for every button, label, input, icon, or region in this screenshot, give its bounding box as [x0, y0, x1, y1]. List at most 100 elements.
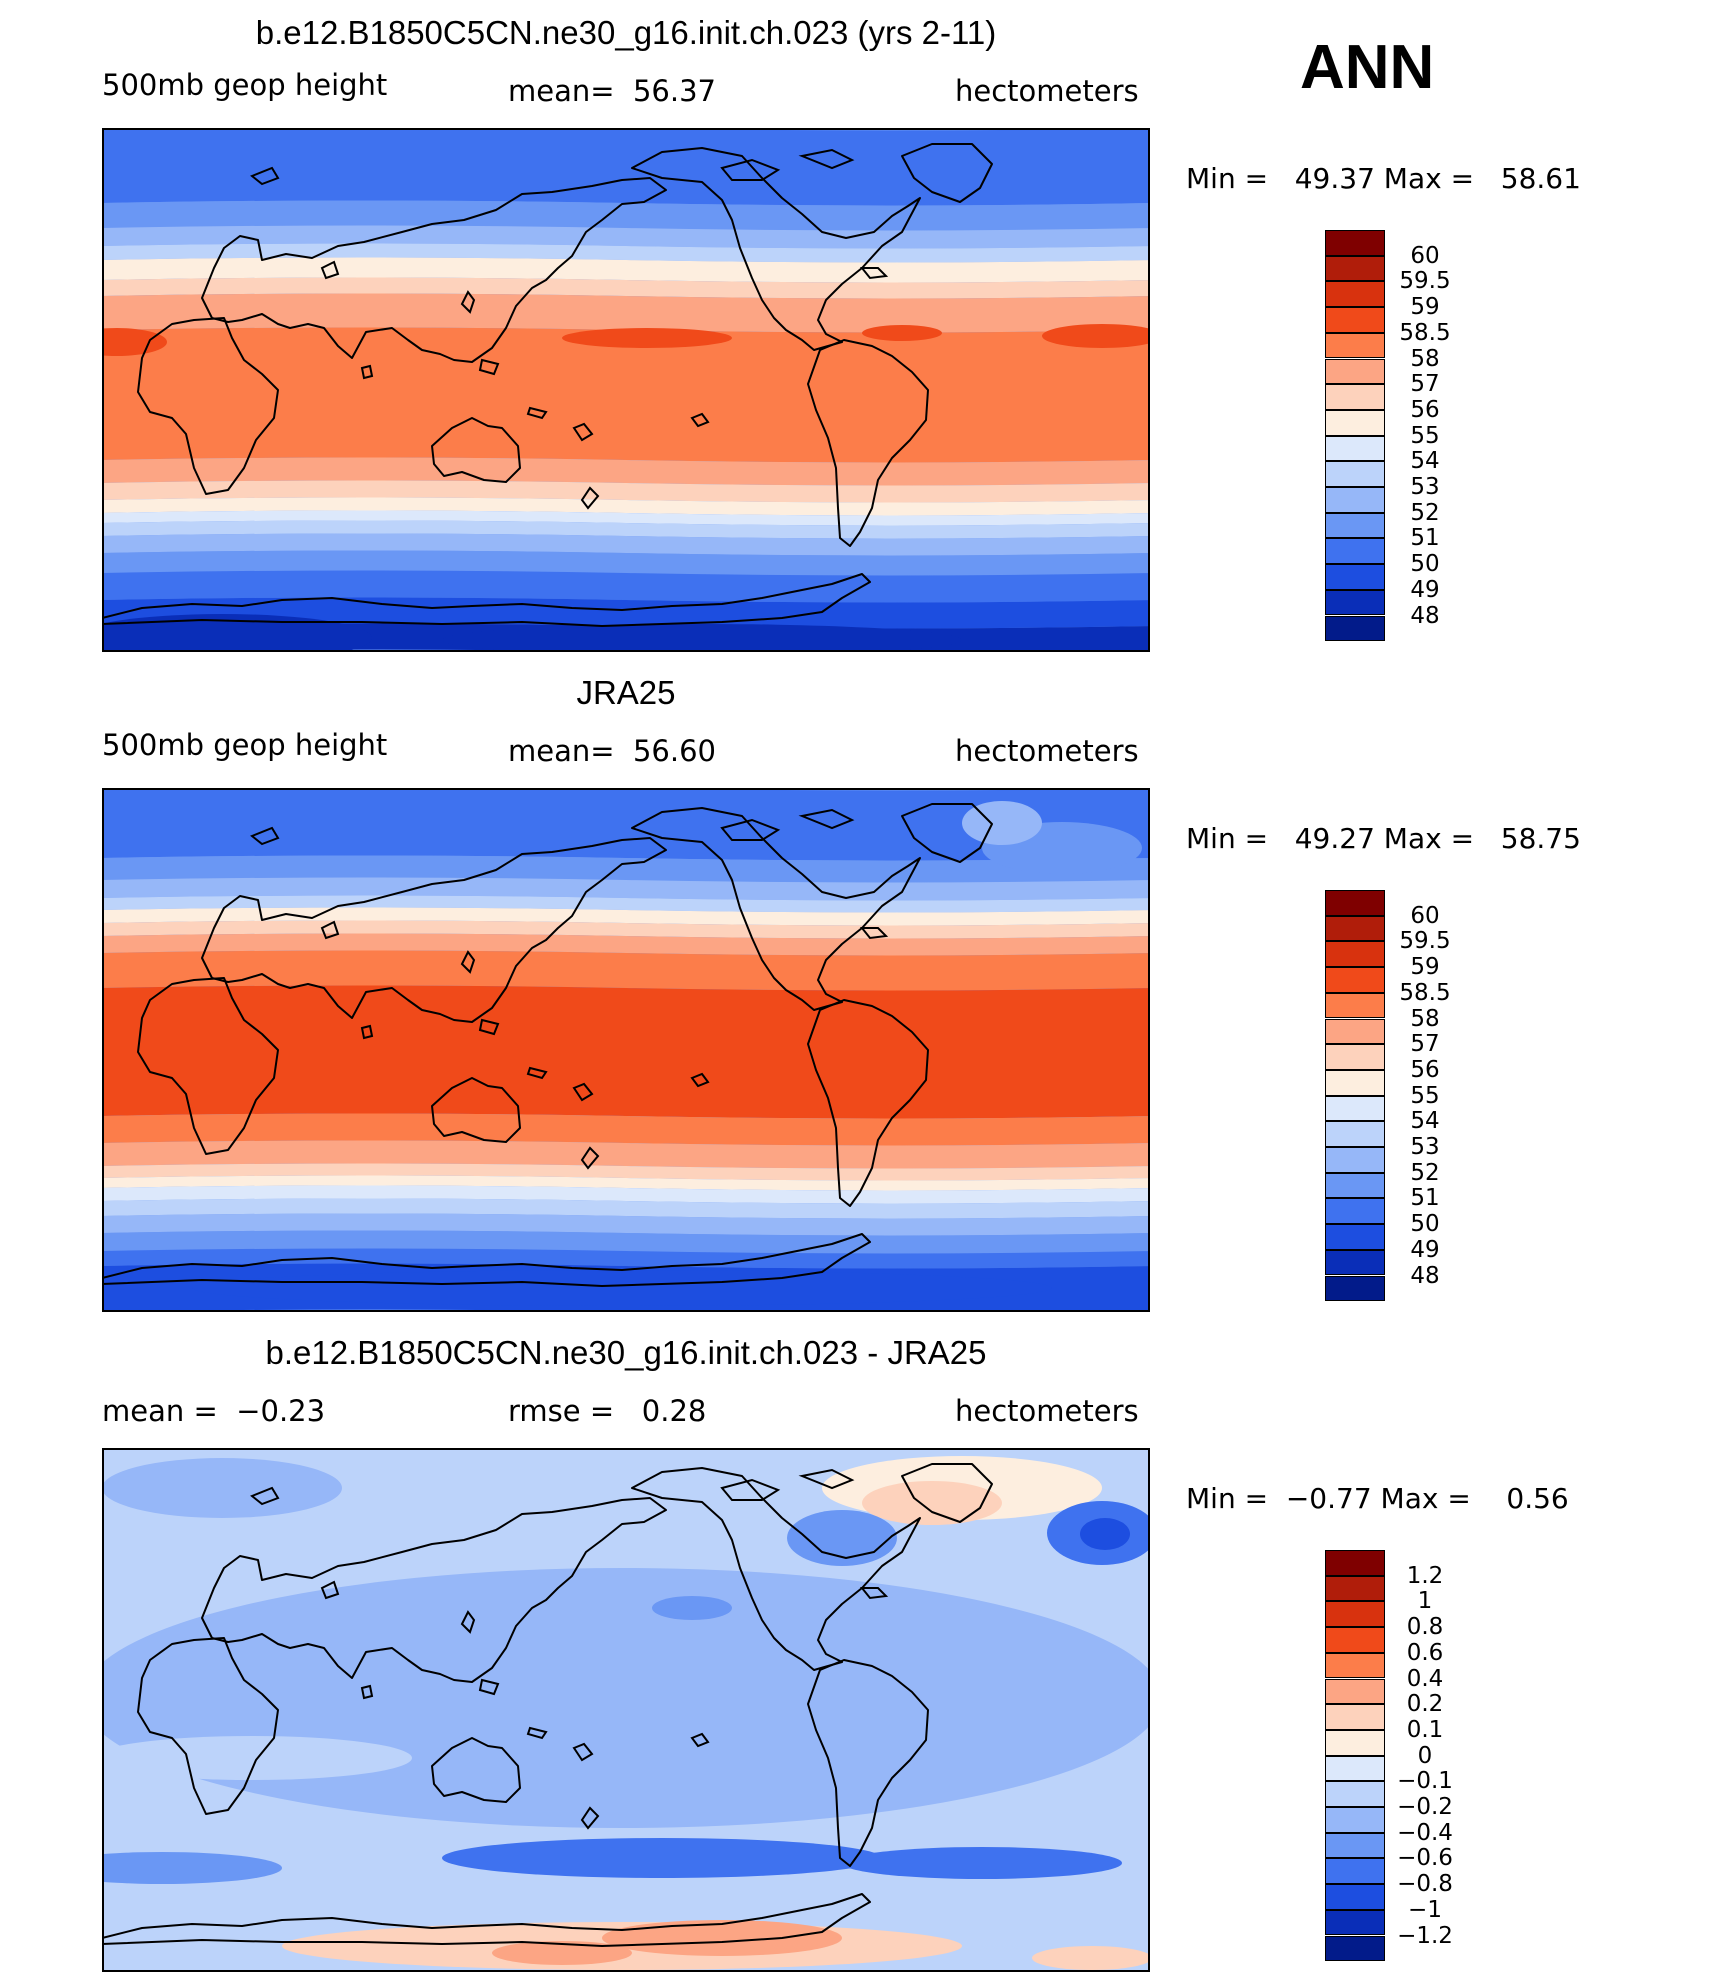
contour-region	[192, 1270, 1052, 1306]
colorbar-swatch	[1325, 1121, 1385, 1147]
island-outline	[360, 1684, 374, 1700]
island-outline	[580, 1806, 600, 1830]
contour-band	[102, 520, 1150, 539]
season-label: ANN	[1300, 33, 1435, 102]
colorbar-label: −0.6	[1397, 1845, 1453, 1872]
colorbar-swatch	[1325, 1935, 1385, 1962]
colorbar-swatch	[1325, 1601, 1385, 1628]
contour-band	[102, 920, 1150, 939]
contour-region	[862, 1481, 1002, 1525]
coastline	[102, 1893, 871, 1947]
map-frame	[102, 788, 1150, 1312]
contour-region	[842, 1847, 1122, 1879]
colorbar-label: 52	[1410, 1159, 1440, 1186]
contour-band	[102, 1230, 1150, 1254]
island-outline	[859, 1587, 889, 1600]
island-outline	[526, 1726, 548, 1740]
contour-band	[102, 550, 1150, 576]
contour-region	[1080, 1518, 1130, 1550]
contour-band	[102, 480, 1150, 503]
panel-title: b.e12.B1850C5CN.ne30_g16.init.ch.023 (yr…	[255, 14, 997, 51]
contour-band	[102, 877, 1150, 901]
colorbar-label: 49	[1410, 1236, 1440, 1263]
colorbar-swatch	[1325, 1575, 1385, 1602]
island-outline	[320, 260, 340, 280]
colorbar-swatch	[1325, 589, 1385, 616]
island-outline	[572, 1082, 594, 1102]
colorbar-swatch	[1325, 890, 1385, 916]
mean-label: mean = −0.23	[102, 1394, 326, 1428]
colorbar-label: 0	[1417, 1742, 1433, 1769]
island-outline	[690, 1732, 710, 1748]
colorbar-swatch	[1325, 307, 1385, 333]
colorbar-label: 55	[1410, 422, 1440, 449]
contour-band	[102, 293, 1150, 333]
colorbar-label: 57	[1410, 371, 1440, 398]
colorbar-swatch	[1325, 1018, 1385, 1045]
contour-region	[102, 614, 372, 652]
colorbar-label: 59.5	[1399, 268, 1451, 295]
panel-difference: b.e12.B1850C5CN.ne30_g16.init.ch.023 - J…	[0, 1320, 1710, 1980]
contour-band	[102, 277, 1150, 299]
colorbar-label: 0.4	[1406, 1665, 1444, 1692]
colorbar-label: 59.5	[1399, 928, 1451, 955]
colorbar-label: −1.2	[1397, 1922, 1453, 1949]
colorbar-swatch	[1325, 512, 1385, 539]
colorbar-swatch	[1325, 230, 1385, 256]
contour-region	[1032, 1946, 1150, 1970]
coastline	[901, 1463, 993, 1523]
colorbar-label: 58.5	[1399, 979, 1451, 1006]
island-outline	[250, 826, 280, 846]
colorbar-swatch	[1325, 1729, 1385, 1756]
colorbar-label: 1.2	[1406, 1562, 1444, 1589]
island-outline	[360, 1024, 374, 1040]
colorbar-label: −1	[1408, 1896, 1442, 1923]
island-outline	[460, 1610, 476, 1634]
contour-region	[102, 1458, 342, 1518]
island-outline	[572, 1742, 594, 1762]
colorbar-swatch	[1325, 281, 1385, 308]
units-label: hectometers	[955, 734, 1139, 768]
contour-band	[102, 327, 1150, 463]
contour-region	[652, 1596, 732, 1620]
coastline	[137, 317, 279, 495]
coastline	[102, 1233, 871, 1287]
colorbar-swatch	[1325, 461, 1385, 487]
island-outline	[250, 166, 280, 186]
contour-band	[102, 1213, 1150, 1236]
colorbar-swatch	[1325, 1172, 1385, 1199]
colorbar-label: 53	[1410, 474, 1440, 500]
colorbar-label: 56	[1410, 1056, 1440, 1083]
map-frame	[102, 1448, 1150, 1972]
map-plot	[102, 788, 1150, 1312]
colorbar-swatch	[1325, 1832, 1385, 1859]
units-label: hectometers	[955, 74, 1139, 108]
colorbar-swatch	[1325, 967, 1385, 993]
colorbar-swatch	[1325, 255, 1385, 282]
variable-label: 500mb geop height	[102, 68, 388, 102]
contour-region	[102, 1568, 1150, 1828]
contour-region	[102, 1852, 282, 1884]
colorbar-swatch	[1325, 358, 1385, 385]
contour-band	[102, 1175, 1150, 1191]
coastline	[807, 339, 929, 547]
colorbar-swatch	[1325, 538, 1385, 565]
panel-model: b.e12.B1850C5CN.ne30_g16.init.ch.023 (yr…	[0, 0, 1710, 660]
colorbar-swatch	[1325, 1858, 1385, 1885]
contour-band	[102, 855, 1150, 883]
colorbar-swatch	[1325, 1781, 1385, 1807]
island-outline	[720, 1478, 781, 1501]
contour-band	[102, 570, 1150, 603]
colorbar-label: 50	[1410, 1211, 1440, 1238]
colorbar-label: −0.4	[1397, 1819, 1453, 1846]
contour-band	[102, 895, 1150, 913]
colorbar-swatch	[1325, 564, 1385, 590]
variable-label: 500mb geop height	[102, 728, 388, 762]
colorbar-swatch	[1325, 1044, 1385, 1070]
colorbar-swatch	[1325, 1678, 1385, 1705]
colorbar-swatch	[1325, 941, 1385, 968]
coastline	[137, 1637, 279, 1815]
island-outline	[572, 422, 594, 442]
colorbar-swatch	[1325, 915, 1385, 942]
contour-band	[102, 257, 1150, 283]
